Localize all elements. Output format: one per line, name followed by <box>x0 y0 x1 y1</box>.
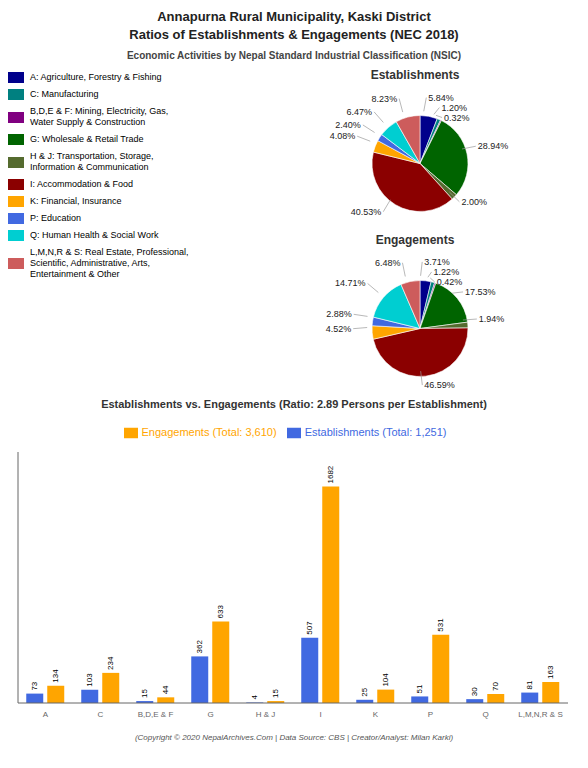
svg-text:4.52%: 4.52% <box>326 324 352 334</box>
html-text:Establishments: Establishments <box>370 68 460 82</box>
html-text:Annapurna Rural Municipality,: Annapurna Rural Municipality, Kaski Dist… <box>157 9 431 24</box>
html-text:C: Manufacturing: C: Manufacturing <box>30 89 99 99</box>
html-text:Engagements (Total: 3,610): Engagements (Total: 3,610) <box>141 426 277 438</box>
svg-text:81: 81 <box>525 680 534 689</box>
svg-text:Q: Q <box>482 710 488 719</box>
svg-text:134: 134 <box>51 669 60 683</box>
svg-text:46.59%: 46.59% <box>424 380 455 390</box>
svg-text:B,D,E & F: B,D,E & F <box>138 710 174 719</box>
svg-text:30: 30 <box>470 687 479 696</box>
svg-text:104: 104 <box>381 673 390 687</box>
html-text:H & J: Transportation, Storage: H & J: Transportation, Storage, Informat… <box>30 151 154 172</box>
svg-text:51: 51 <box>415 684 424 693</box>
svg-text:6.48%: 6.48% <box>375 258 401 268</box>
svg-text:14.71%: 14.71% <box>335 278 366 288</box>
svg-text:362: 362 <box>195 640 204 654</box>
svg-text:44: 44 <box>161 685 170 694</box>
svg-text:I: I <box>319 710 321 719</box>
svg-text:25: 25 <box>360 687 369 696</box>
svg-text:6.47%: 6.47% <box>347 107 373 117</box>
html-text:(Copyright © 2020 NepalArchive: (Copyright © 2020 NepalArchives.Com | Da… <box>134 733 454 742</box>
html-text:Engagements: Engagements <box>375 233 455 247</box>
html-text:Ratios of Establishments & Eng: Ratios of Establishments & Engagements (… <box>129 27 459 42</box>
svg-text:0.32%: 0.32% <box>444 113 470 123</box>
svg-text:4: 4 <box>250 694 259 699</box>
svg-text:4.08%: 4.08% <box>330 131 356 141</box>
svg-text:73: 73 <box>30 681 39 690</box>
svg-text:P: P <box>428 710 433 719</box>
svg-text:70: 70 <box>491 682 500 691</box>
html-text:G: Wholesale & Retail Trade: G: Wholesale & Retail Trade <box>30 134 144 144</box>
svg-text:103: 103 <box>85 673 94 687</box>
html-text:P: Education: P: Education <box>30 213 81 223</box>
svg-text:234: 234 <box>106 656 115 670</box>
svg-text:1682: 1682 <box>326 465 335 483</box>
svg-text:K: K <box>373 710 379 719</box>
html-text:Economic Activities by Nepal S: Economic Activities by Nepal Standard In… <box>126 50 462 61</box>
svg-text:8.23%: 8.23% <box>372 94 398 104</box>
html-text:K: Financial, Insurance: K: Financial, Insurance <box>30 196 122 206</box>
svg-text:2.40%: 2.40% <box>335 120 361 130</box>
html-text:Establishments vs. Engagements: Establishments vs. Engagements (Ratio: 2… <box>101 398 487 410</box>
svg-text:2.88%: 2.88% <box>326 309 352 319</box>
svg-text:28.94%: 28.94% <box>478 141 509 151</box>
svg-text:507: 507 <box>305 621 314 635</box>
svg-text:17.53%: 17.53% <box>465 287 496 297</box>
svg-text:0.42%: 0.42% <box>437 277 463 287</box>
svg-text:A: A <box>43 710 49 719</box>
html-text:I: Accommodation & Food: I: Accommodation & Food <box>30 179 134 189</box>
svg-text:L,M,N,R & S: L,M,N,R & S <box>518 710 562 719</box>
svg-text:531: 531 <box>436 618 445 632</box>
svg-text:1.20%: 1.20% <box>441 103 467 113</box>
svg-text:633: 633 <box>216 605 225 619</box>
html-text:Establishments (Total: 1,251): Establishments (Total: 1,251) <box>304 426 447 438</box>
svg-text:5.84%: 5.84% <box>428 93 454 103</box>
svg-text:2.00%: 2.00% <box>461 197 487 207</box>
html-text:B,D,E & F: Mining, Electricity: B,D,E & F: Mining, Electricity, Gas, Wat… <box>30 106 169 127</box>
svg-text:1.94%: 1.94% <box>479 314 505 324</box>
svg-text:H & J: H & J <box>256 710 276 719</box>
svg-text:C: C <box>98 710 104 719</box>
svg-text:1.22%: 1.22% <box>434 267 460 277</box>
svg-text:40.53%: 40.53% <box>351 207 382 217</box>
html-text:Q: Human Health & Social Work: Q: Human Health & Social Work <box>30 230 159 240</box>
html-text:A: Agriculture, Forestry & Fis: A: Agriculture, Forestry & Fishing <box>30 72 162 82</box>
svg-text:15: 15 <box>271 689 280 698</box>
svg-text:15: 15 <box>140 689 149 698</box>
svg-text:3.71%: 3.71% <box>424 257 450 267</box>
svg-text:G: G <box>207 710 213 719</box>
html-text:L,M,N,R & S: Real Estate, Prof: L,M,N,R & S: Real Estate, Professional, … <box>30 247 189 279</box>
svg-text:163: 163 <box>546 665 555 679</box>
